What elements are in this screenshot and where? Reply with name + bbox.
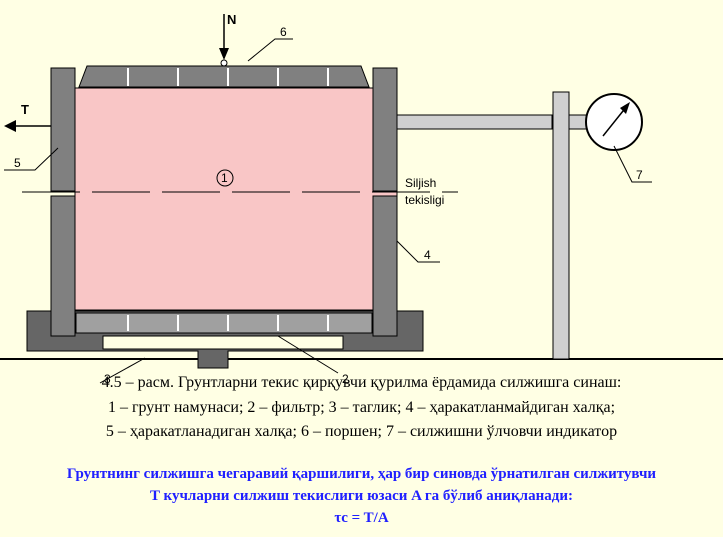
label-5: 5 xyxy=(14,156,21,170)
note-line-1: Грунтнинг силжишга чегаравий қаршилиги, … xyxy=(66,466,657,482)
caption-line-3: 5 – ҳаракатланадиган халқа; 6 – поршен; … xyxy=(105,423,618,440)
caption-line-1: 4.5 – расм. Грунтларни текис қирқувчи қу… xyxy=(101,374,622,391)
base-light-recess xyxy=(102,335,344,350)
sample-marker-circle xyxy=(216,169,234,187)
caption-line-2: 1 – грунт намунаси; 2 – фильтр; 3 – тагл… xyxy=(107,399,616,416)
n-arrow-head xyxy=(219,48,229,60)
label-n: N xyxy=(227,12,236,27)
label-7: 7 xyxy=(636,168,643,182)
piston xyxy=(78,65,370,88)
lower-ring-left xyxy=(50,195,76,337)
note-formula: τc = T/A xyxy=(334,510,389,526)
piston-slots xyxy=(127,68,329,86)
upper-ring-right xyxy=(372,67,398,192)
gauge-needle-head xyxy=(620,102,630,114)
t-arrow-head xyxy=(4,120,16,132)
piston-load-point xyxy=(220,59,228,67)
label-2: 2 xyxy=(342,372,349,386)
shear-plane-label-1: Siljish xyxy=(405,176,436,190)
bottom-filter xyxy=(75,312,373,334)
label-t: T xyxy=(21,102,29,117)
label-4: 4 xyxy=(424,248,431,262)
note-line-2: T кучларни силжиш текислиги юзаси A га б… xyxy=(150,488,573,504)
shear-plane-label-2: tekisligi xyxy=(405,193,444,207)
upper-ring-left xyxy=(50,67,76,192)
label-1: 1 xyxy=(221,171,228,185)
lower-ring-right xyxy=(372,195,398,337)
label-6: 6 xyxy=(280,25,287,39)
indicator-stand xyxy=(552,91,570,360)
label-3: 3 xyxy=(104,372,111,386)
soil-sample xyxy=(74,87,398,311)
filter-slots xyxy=(127,315,329,331)
indicator-rod xyxy=(396,114,553,130)
leader-lines xyxy=(4,38,652,384)
